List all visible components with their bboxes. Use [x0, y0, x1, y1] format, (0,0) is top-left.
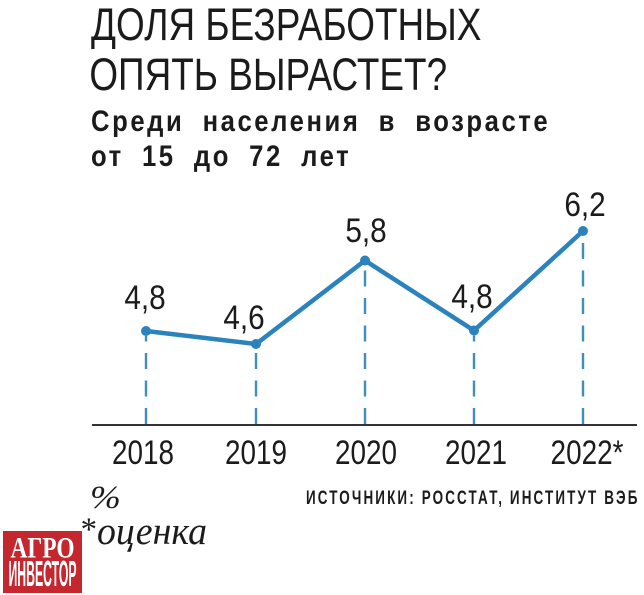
svg-text:ИНВЕСТОР: ИНВЕСТОР	[9, 553, 77, 593]
svg-text:АГРО: АГРО	[11, 531, 75, 564]
